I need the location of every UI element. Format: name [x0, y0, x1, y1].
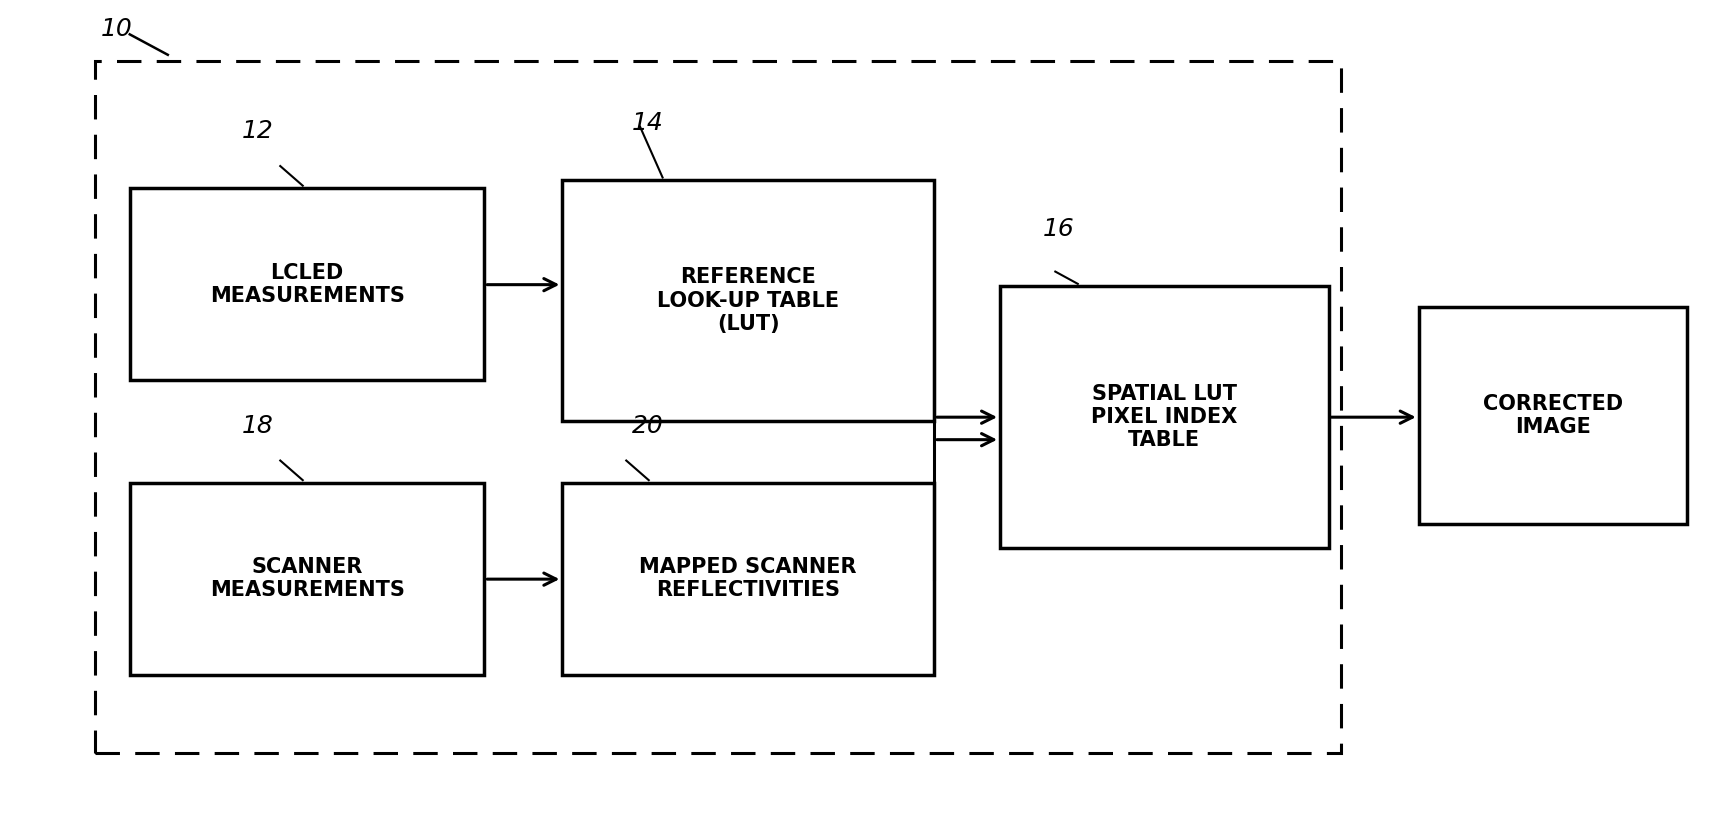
Text: CORRECTED
IMAGE: CORRECTED IMAGE: [1483, 393, 1623, 437]
Text: 18: 18: [242, 414, 273, 438]
Text: 12: 12: [242, 119, 273, 143]
Bar: [130, 483, 484, 675]
Text: 10: 10: [100, 16, 131, 41]
Text: MAPPED SCANNER
REFLECTIVITIES: MAPPED SCANNER REFLECTIVITIES: [640, 557, 856, 600]
Bar: [562, 180, 934, 421]
Text: SPATIAL LUT
PIXEL INDEX
TABLE: SPATIAL LUT PIXEL INDEX TABLE: [1092, 384, 1237, 451]
Text: LCLED
MEASUREMENTS: LCLED MEASUREMENTS: [209, 263, 405, 306]
Bar: [95, 61, 1341, 753]
Text: SCANNER
MEASUREMENTS: SCANNER MEASUREMENTS: [209, 557, 405, 600]
Bar: [1000, 286, 1329, 548]
Text: 20: 20: [631, 414, 663, 438]
Bar: [1419, 307, 1687, 524]
Bar: [562, 483, 934, 675]
Text: REFERENCE
LOOK-UP TABLE
(LUT): REFERENCE LOOK-UP TABLE (LUT): [657, 267, 839, 334]
Text: 16: 16: [1043, 218, 1074, 241]
Bar: [130, 188, 484, 380]
Text: 14: 14: [631, 111, 663, 135]
